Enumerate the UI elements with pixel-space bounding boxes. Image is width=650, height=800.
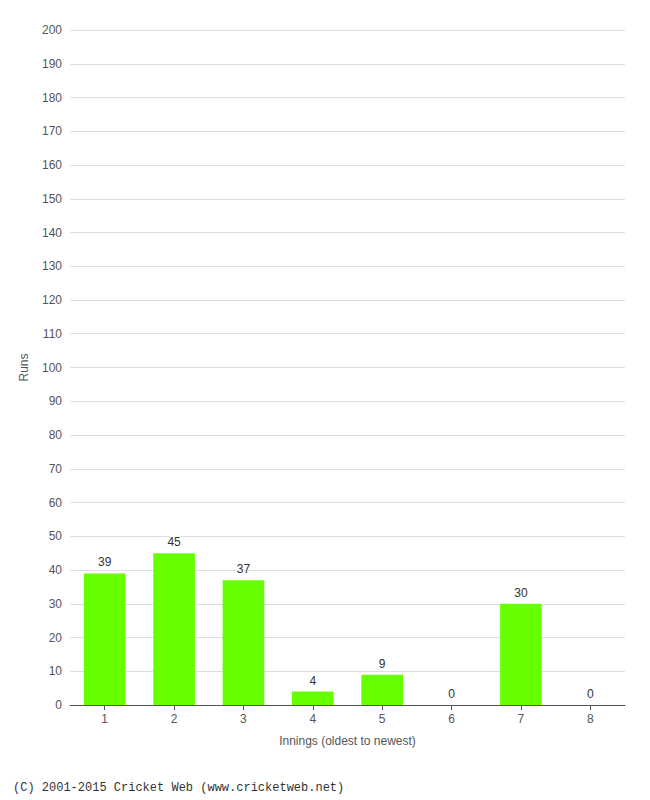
svg-text:39: 39 xyxy=(98,555,112,569)
svg-text:130: 130 xyxy=(42,259,62,273)
svg-text:0: 0 xyxy=(448,687,455,701)
svg-text:(C) 2001-2015 Cricket Web (www: (C) 2001-2015 Cricket Web (www.cricketwe… xyxy=(13,781,344,795)
svg-text:200: 200 xyxy=(42,23,62,37)
svg-text:110: 110 xyxy=(43,327,62,341)
svg-text:60: 60 xyxy=(49,496,63,510)
svg-text:1: 1 xyxy=(101,712,108,726)
svg-text:45: 45 xyxy=(167,535,181,549)
svg-text:170: 170 xyxy=(42,124,62,138)
svg-text:10: 10 xyxy=(49,664,63,678)
svg-text:30: 30 xyxy=(49,597,63,611)
svg-text:40: 40 xyxy=(49,563,63,577)
svg-text:0: 0 xyxy=(587,687,594,701)
svg-text:4: 4 xyxy=(309,674,316,688)
svg-text:7: 7 xyxy=(518,712,525,726)
svg-text:120: 120 xyxy=(42,293,62,307)
svg-text:37: 37 xyxy=(237,562,251,576)
svg-text:20: 20 xyxy=(49,631,63,645)
svg-text:Innings (oldest to newest): Innings (oldest to newest) xyxy=(279,734,416,748)
svg-text:8: 8 xyxy=(587,712,594,726)
svg-text:100: 100 xyxy=(42,361,62,375)
svg-text:160: 160 xyxy=(42,158,62,172)
svg-text:180: 180 xyxy=(42,91,62,105)
svg-text:0: 0 xyxy=(55,698,62,712)
svg-text:70: 70 xyxy=(49,462,63,476)
svg-text:80: 80 xyxy=(49,428,63,442)
svg-text:2: 2 xyxy=(171,712,178,726)
svg-text:190: 190 xyxy=(42,57,62,71)
svg-text:5: 5 xyxy=(379,712,386,726)
svg-text:140: 140 xyxy=(42,226,62,240)
svg-text:30: 30 xyxy=(514,586,528,600)
svg-text:90: 90 xyxy=(49,394,63,408)
svg-text:6: 6 xyxy=(448,712,455,726)
svg-text:50: 50 xyxy=(49,529,63,543)
svg-text:4: 4 xyxy=(309,712,316,726)
svg-text:150: 150 xyxy=(42,192,62,206)
svg-text:9: 9 xyxy=(379,657,386,671)
svg-text:3: 3 xyxy=(240,712,247,726)
svg-text:Runs: Runs xyxy=(17,353,31,381)
